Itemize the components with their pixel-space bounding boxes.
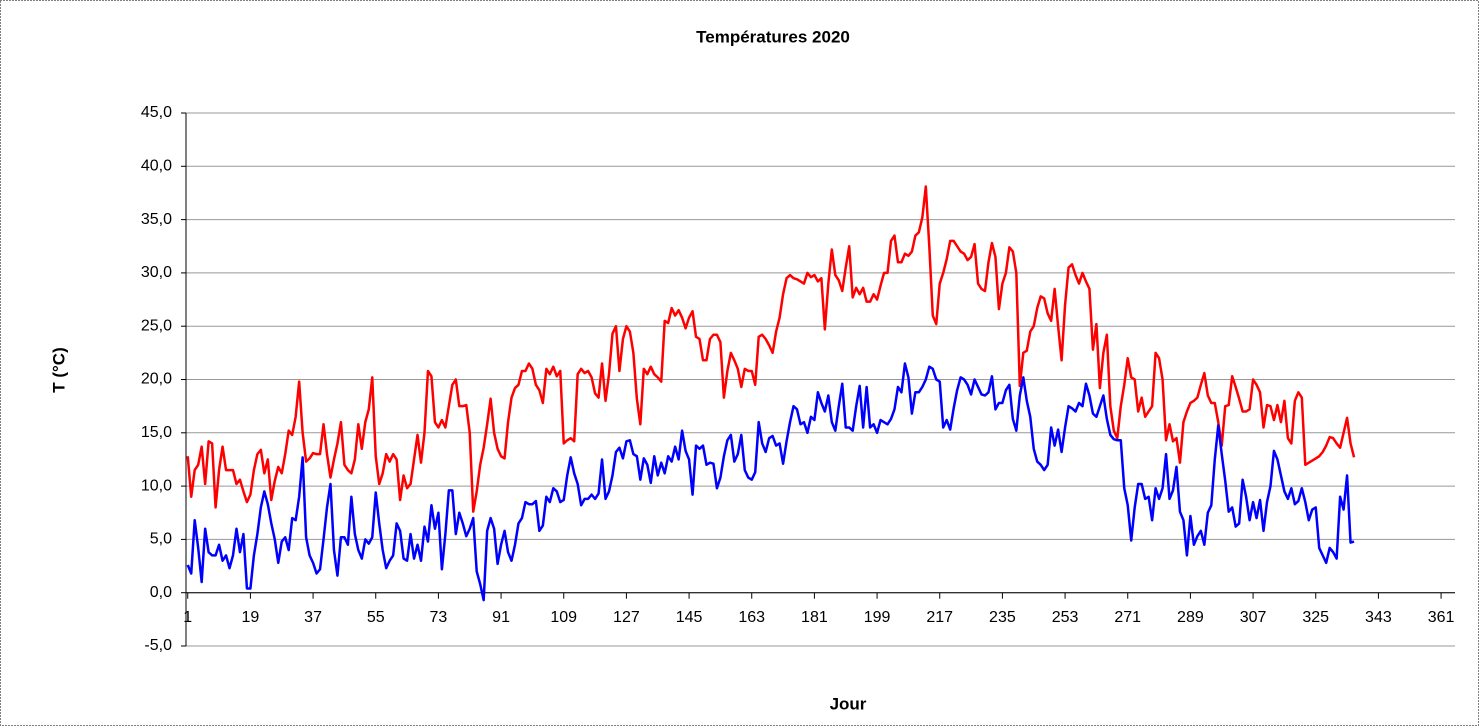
x-tick-label: 163 — [738, 609, 765, 626]
y-tick-label: 35,0 — [141, 211, 172, 228]
x-tick-label: 271 — [1114, 609, 1141, 626]
y-tick-label: 5,0 — [150, 531, 172, 548]
y-tick-label: 30,0 — [141, 264, 172, 281]
x-tick-label: 19 — [242, 609, 260, 626]
x-axis-label: Jour — [830, 694, 867, 713]
chart-title: Températures 2020 — [696, 27, 850, 46]
series-line — [186, 362, 1355, 602]
y-tick-label: 10,0 — [141, 477, 172, 494]
x-tick-label: 199 — [864, 609, 891, 626]
x-tick-label: 181 — [801, 609, 828, 626]
x-tick-label: 217 — [926, 609, 953, 626]
x-tick-label: 145 — [676, 609, 703, 626]
y-tick-label: 25,0 — [141, 317, 172, 334]
series-line — [186, 185, 1356, 513]
x-tick-label: 235 — [989, 609, 1016, 626]
y-tick-label: 40,0 — [141, 158, 172, 175]
x-tick-label: 109 — [550, 609, 577, 626]
y-tick-label: 20,0 — [141, 371, 172, 388]
y-axis-label: T (°C) — [49, 347, 68, 393]
x-tick-label: 361 — [1428, 609, 1455, 626]
x-tick-label: 127 — [613, 609, 640, 626]
y-tick-label: 45,0 — [141, 104, 172, 121]
x-tick-label: 73 — [430, 609, 448, 626]
x-tick-label: 343 — [1365, 609, 1392, 626]
x-tick-label: 55 — [367, 609, 385, 626]
x-tick-label: 1 — [183, 609, 192, 626]
x-tick-label: 325 — [1302, 609, 1329, 626]
x-tick-label: 91 — [492, 609, 510, 626]
x-tick-label: 37 — [304, 609, 322, 626]
y-tick-label: -5,0 — [144, 637, 172, 654]
y-tick-label: 0,0 — [150, 584, 172, 601]
x-tick-label: 289 — [1177, 609, 1204, 626]
x-tick-label: 253 — [1052, 609, 1079, 626]
y-tick-label: 15,0 — [141, 424, 172, 441]
x-tick-label: 307 — [1240, 609, 1267, 626]
